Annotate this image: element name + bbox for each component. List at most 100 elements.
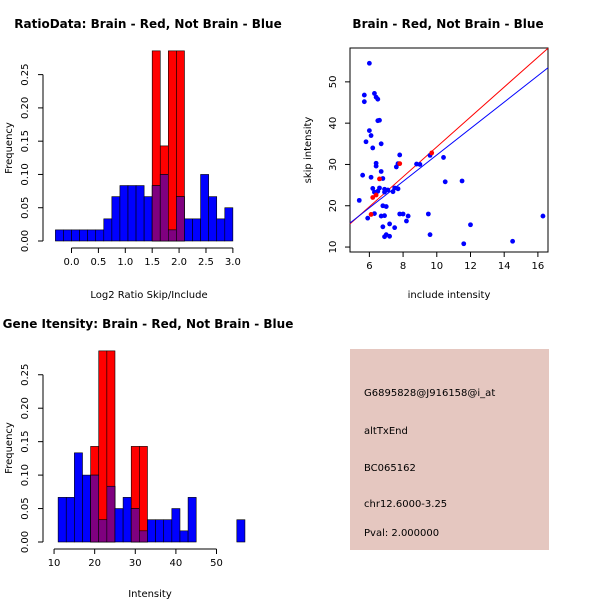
intensity-histogram-x-tick-label: 40 [170,558,183,569]
scatter-x-tick-label: 12 [464,261,477,272]
intensity-histogram-y-tick-label: 0.05 [20,497,31,519]
ratio-histogram-y-tick-label: 0.05 [20,197,31,219]
scatter-point-brain [368,212,374,217]
scatter-point-not-brain [540,213,546,219]
scatter-point-brain [429,150,435,156]
info-panel: G6895828@J916158@i_at altTxEnd BC065162 … [350,349,549,550]
scatter-point-not-brain [372,91,377,96]
scatter-point-not-brain [378,169,384,174]
intensity-histogram-y-tick-label: 0.00 [20,531,31,553]
ratio-histogram-bar-overlap [159,174,169,242]
scatter-point-not-brain [382,234,387,240]
intensity-histogram-bar-not-brain [82,474,91,543]
ratio-histogram-xlabel: Log2 Ratio Skip/Include [90,290,207,301]
scatter-point-not-brain [356,197,362,203]
scatter-points [356,60,546,247]
scatter-point-not-brain [373,163,379,169]
ratio-histogram-bar-not-brain [55,229,64,242]
scatter-point-not-brain [368,174,374,180]
scatter-point-not-brain [365,215,371,221]
ratio-histogram-bar-not-brain [143,196,153,242]
ratio-histogram-x-tick-label: 0.0 [64,257,80,268]
scatter-plot-box [349,47,549,253]
scatter-x-tick-label: 14 [498,261,511,272]
scatter-point-not-brain [405,213,411,219]
scatter-point-not-brain [363,139,369,145]
scatter-point-brain [377,176,382,182]
ratio-histogram-bar-not-brain [95,229,105,242]
scatter-point-not-brain [360,172,366,178]
ratio-histogram-bar-overlap [151,185,161,242]
ratio-histogram-bars [55,50,234,242]
ratio-histogram-y-tick-label: 0.25 [20,63,31,85]
intensity-histogram-y-tick-label: 0.20 [20,397,31,419]
scatter-y-tick-label: 50 [328,75,339,88]
info-probe-id: G6895828@J916158@i_at [364,388,495,399]
scatter-x-tick-label: 8 [400,261,406,272]
intensity-histogram-bar-overlap [98,519,108,543]
ratio-histogram-bar-not-brain [135,185,145,242]
ratio-histogram-bar-not-brain [216,218,226,242]
ratio-histogram-axes: 0.0 0.5 1.0 1.5 2.0 2.5 3.0 0.00 0.05 0.10 0.15 0.2… [20,63,241,268]
scatter-point-not-brain [400,211,406,217]
scatter-point-not-brain [370,186,376,191]
scatter-point-not-brain [378,213,384,219]
scatter-point-not-brain [361,92,367,98]
scatter-point-not-brain [393,164,399,170]
ratio-histogram-title: RatioData: Brain - Red, Not Brain - Blue [14,17,281,31]
intensity-histogram-y-tick-label: 0.15 [20,431,31,453]
ratio-histogram-y-tick-label: 0.15 [20,130,31,152]
info-panel-background [350,349,549,550]
info-location: chr12.6000-3.25 [364,499,447,510]
intensity-histogram-bar-brain [139,446,148,543]
scatter-x-tick-label: 10 [430,261,443,272]
intensity-histogram-bar-not-brain [155,519,165,543]
scatter-fit-lines [349,47,549,225]
scatter-point-not-brain [425,211,431,217]
intensity-histogram-bar-overlap [130,508,140,543]
scatter-point-not-brain [375,118,381,124]
scatter-point-not-brain [380,224,386,230]
scatter-point-not-brain [442,179,448,185]
scatter-point-not-brain [375,96,381,102]
ratio-histogram-bar-overlap [176,196,185,242]
intensity-histogram-bar-overlap [139,530,148,543]
ratio-histogram-y-tick-label: 0.10 [20,163,31,185]
intensity-histogram-bar-brain [98,350,108,543]
intensity-histogram-bar-not-brain [65,497,75,543]
scatter-panel: Brain - Red, Not Brain - Blue 6 8 10 12 14 16… [303,17,549,301]
ratio-histogram-bar-not-brain [192,218,201,242]
scatter-point-not-brain [459,178,465,184]
ratio-histogram-bar-not-brain [127,185,137,242]
info-pval: Pval: 2.000000 [364,528,439,539]
intensity-histogram-bar-not-brain [57,497,67,543]
scatter-point-not-brain [427,232,433,238]
scatter-point-not-brain [392,225,398,231]
ratio-histogram-x-tick-label: 1.0 [117,257,133,268]
scatter-point-not-brain [404,218,409,224]
scatter-point-brain [397,161,403,167]
scatter-y-tick-label: 10 [328,241,339,254]
intensity-histogram-axes: 10 20 30 40 50 0.00 0.05 0.10 0.15 0.20 0.25 [20,364,223,569]
ratio-histogram-bar-not-brain [71,229,80,242]
ratio-histogram-bar-not-brain [79,229,88,242]
scatter-point-not-brain [417,162,423,167]
ratio-histogram-bar-not-brain [200,174,209,242]
ratio-histogram-bar-not-brain [224,207,234,242]
ratio-histogram-x-tick-label: 2.5 [198,257,214,268]
ratio-histogram-bar-not-brain [208,196,218,242]
intensity-histogram-bar-overlap [90,474,100,543]
ratio-histogram-bar-not-brain [87,229,97,242]
intensity-histogram-ylabel: Frequency [4,422,15,474]
scatter-point-not-brain [385,187,391,193]
fit-line-blue [349,67,549,224]
ratio-histogram-bar-not-brain [119,185,129,242]
ratio-histogram-bar-not-brain [184,218,193,242]
scatter-point-brain [370,195,376,200]
scatter-x-tick-label: 6 [366,261,372,272]
intensity-histogram-bar-not-brain [114,508,124,543]
scatter-point-not-brain [368,133,374,138]
ratio-histogram-bar-not-brain [111,196,121,242]
ratio-histogram-x-tick-label: 0.5 [90,257,106,268]
scatter-point-not-brain [387,221,392,227]
